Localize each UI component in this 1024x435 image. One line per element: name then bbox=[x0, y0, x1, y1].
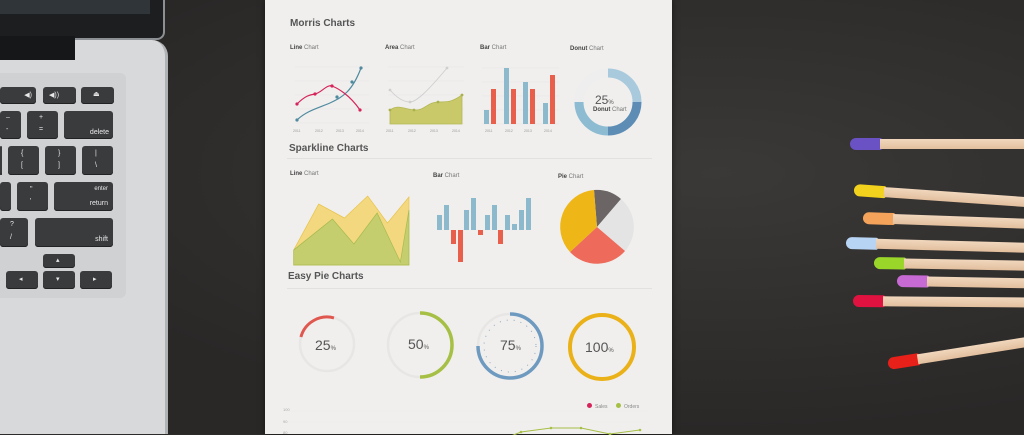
y-tick: 100 bbox=[283, 407, 290, 412]
svg-text:2011: 2011 bbox=[485, 129, 493, 133]
svg-text:2011: 2011 bbox=[386, 129, 394, 133]
svg-text:2012: 2012 bbox=[408, 129, 416, 133]
key-arrow-left[interactable]: ◂ bbox=[6, 271, 38, 289]
svg-text:2012: 2012 bbox=[315, 129, 323, 133]
sparkline-bar-chart bbox=[437, 198, 531, 262]
easy-pie-50 bbox=[386, 311, 454, 379]
laptop: ◀) ◀)) ⏏ – - + = delete {[ }] | \ " ' enter r… bbox=[0, 0, 170, 434]
key-arrow-up[interactable]: ▴ bbox=[43, 254, 75, 268]
svg-text:2013: 2013 bbox=[524, 129, 532, 133]
y-tick: 80 bbox=[283, 430, 288, 435]
key-p[interactable] bbox=[0, 146, 2, 175]
key-shift[interactable]: shift bbox=[35, 218, 113, 247]
key-slash[interactable]: ? / bbox=[0, 218, 28, 247]
pencil-pink bbox=[896, 275, 1024, 289]
section-title-morris: Morris Charts bbox=[290, 18, 356, 29]
sparkline-bar-label: Bar Chart bbox=[433, 173, 460, 179]
morris-donut-label: Donut Chart bbox=[570, 46, 604, 52]
section-title-sparkline: Sparkline Charts bbox=[289, 143, 369, 154]
divider bbox=[287, 288, 652, 289]
key-eject[interactable]: ⏏ bbox=[81, 87, 114, 104]
sales-orders-chart bbox=[289, 410, 649, 435]
sparkline-pie-label: Pie Chart bbox=[558, 174, 584, 180]
key-minus[interactable]: – - bbox=[0, 111, 21, 139]
easy-pie-100 bbox=[568, 313, 636, 381]
sparkline-line-chart bbox=[293, 195, 410, 266]
donut-center-label: Donut Chart bbox=[593, 107, 627, 113]
key-backslash[interactable]: | \ bbox=[82, 146, 113, 175]
easy-pie-75 bbox=[476, 312, 544, 380]
key-f10[interactable]: ◀) bbox=[0, 87, 36, 104]
morris-bar-chart: 2011 2012 2013 2014 bbox=[482, 67, 559, 133]
morris-area-chart: 2011 2012 2013 2014 bbox=[386, 66, 464, 133]
easy-pie-75-value: 75% bbox=[500, 337, 521, 353]
legend-orders: Orders bbox=[616, 403, 639, 410]
easy-pie-100-value: 100% bbox=[585, 339, 614, 355]
key-bracket-left[interactable]: {[ bbox=[8, 146, 39, 175]
svg-text:2011: 2011 bbox=[293, 129, 301, 133]
legend-sales: Sales bbox=[587, 403, 608, 410]
morris-line-chart: 2011 2012 2013 2014 bbox=[293, 66, 369, 133]
svg-text:2014: 2014 bbox=[544, 129, 552, 133]
donut-center-value: 25% bbox=[595, 93, 614, 107]
key-semicolon[interactable] bbox=[0, 182, 11, 211]
key-return[interactable]: enter return bbox=[54, 182, 113, 211]
key-quote[interactable]: " ' bbox=[17, 182, 48, 211]
morris-line-label: Line Chart bbox=[290, 45, 319, 51]
key-bracket-right[interactable]: }] bbox=[45, 146, 76, 175]
key-plus[interactable]: + = bbox=[27, 111, 58, 139]
easy-pie-50-value: 50% bbox=[408, 336, 429, 352]
svg-text:2012: 2012 bbox=[505, 129, 513, 133]
sparkline-pie-chart bbox=[560, 189, 634, 264]
key-delete[interactable]: delete bbox=[64, 111, 113, 139]
svg-text:2013: 2013 bbox=[336, 129, 344, 133]
easy-pie-25 bbox=[298, 315, 356, 373]
divider bbox=[287, 158, 652, 159]
svg-text:2013: 2013 bbox=[430, 129, 438, 133]
svg-text:2014: 2014 bbox=[356, 129, 364, 133]
svg-text:2014: 2014 bbox=[452, 129, 460, 133]
pencil-purple bbox=[850, 138, 1024, 150]
key-arrow-right[interactable]: ▸ bbox=[80, 271, 112, 289]
laptop-lid bbox=[0, 0, 165, 40]
sparkline-line-label: Line Chart bbox=[290, 171, 319, 177]
key-arrow-down[interactable]: ▾ bbox=[43, 271, 75, 289]
key-f12[interactable]: ◀)) bbox=[43, 87, 76, 104]
morris-bar-label: Bar Chart bbox=[480, 45, 507, 51]
easy-pie-25-value: 25% bbox=[315, 337, 336, 353]
morris-area-label: Area Chart bbox=[385, 45, 415, 51]
laptop-hinge bbox=[0, 36, 75, 60]
morris-donut-chart bbox=[574, 68, 642, 136]
section-title-easy-pie: Easy Pie Charts bbox=[288, 271, 364, 282]
pencil-crimson bbox=[852, 295, 1024, 309]
y-tick: 90 bbox=[283, 419, 288, 424]
chart-printout: Morris Charts Line Chart Area Chart Bar … bbox=[265, 0, 672, 435]
